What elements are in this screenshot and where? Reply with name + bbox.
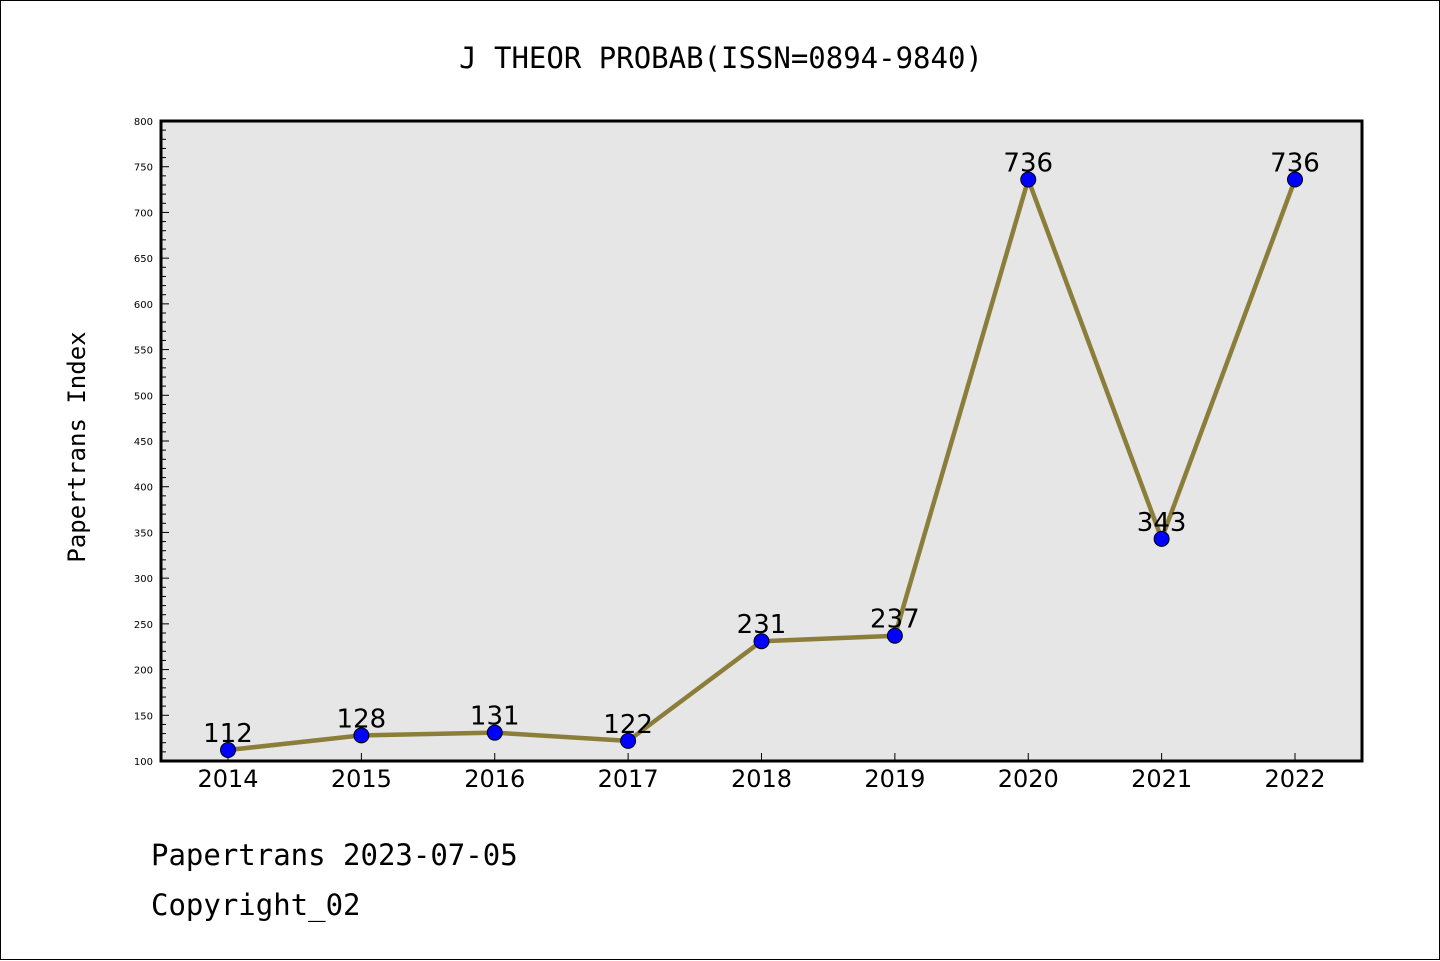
data-point — [220, 742, 236, 759]
data-label: 131 — [470, 702, 520, 732]
data-label: 736 — [1270, 149, 1320, 179]
x-tick-label: 2017 — [598, 765, 659, 793]
plot-area — [159, 119, 1364, 763]
x-tick-label: 2015 — [331, 765, 392, 793]
footer-date: Papertrans 2023-07-05 — [151, 838, 518, 872]
y-tick-label: 200 — [134, 666, 153, 677]
data-point — [1153, 530, 1170, 547]
data-point — [1020, 171, 1037, 188]
y-tick-label: 550 — [134, 346, 153, 357]
data-label: 237 — [870, 605, 920, 635]
x-tick-label: 2022 — [1264, 765, 1325, 793]
y-axis-label: Papertrans Index — [63, 331, 91, 562]
x-tick-label: 2016 — [464, 765, 525, 793]
data-point — [620, 732, 637, 749]
y-tick-label: 800 — [134, 117, 153, 128]
y-axis: 100 150 200 250 300 350 400 450 500 550 600 650 700 7… — [134, 117, 169, 768]
x-tick-label: 2019 — [864, 765, 925, 793]
x-tick-label: 2018 — [731, 765, 792, 793]
data-label: 128 — [337, 704, 387, 734]
y-tick-label: 650 — [134, 254, 153, 265]
y-tick-label: 500 — [134, 391, 153, 402]
y-tick-label: 150 — [134, 711, 153, 722]
x-tick-label: 2021 — [1131, 765, 1192, 793]
y-tick-label: 350 — [134, 528, 153, 539]
data-label: 122 — [603, 710, 653, 740]
y-tick-label: 750 — [134, 163, 153, 174]
y-tick-label: 700 — [134, 208, 153, 219]
data-point — [886, 627, 903, 644]
chart-title: J THEOR PROBAB(ISSN=0894-9840) — [459, 41, 983, 75]
y-tick-label: 600 — [134, 300, 153, 311]
data-label: 736 — [1003, 149, 1053, 179]
data-label: 343 — [1137, 508, 1187, 538]
data-point — [753, 633, 770, 650]
data-point — [353, 727, 370, 744]
x-tick-label: 2014 — [197, 765, 258, 793]
y-tick-label: 250 — [134, 620, 153, 631]
x-tick-label: 2020 — [998, 765, 1059, 793]
y-tick-label: 300 — [134, 574, 153, 585]
y-tick-label: 100 — [134, 757, 153, 768]
y-tick-label: 400 — [134, 483, 153, 494]
footer-copyright: Copyright_02 — [151, 888, 361, 923]
data-point — [1287, 171, 1303, 188]
data-label: 231 — [737, 610, 787, 640]
series-group: 112 128 131 122 231 237 736 343 736 — [203, 149, 1320, 759]
x-axis: 2014 2015 2016 2017 2018 2019 2020 2021 2022 — [197, 753, 1326, 793]
data-label: 112 — [203, 719, 253, 749]
y-tick-label: 450 — [134, 437, 153, 448]
data-point — [486, 724, 503, 741]
